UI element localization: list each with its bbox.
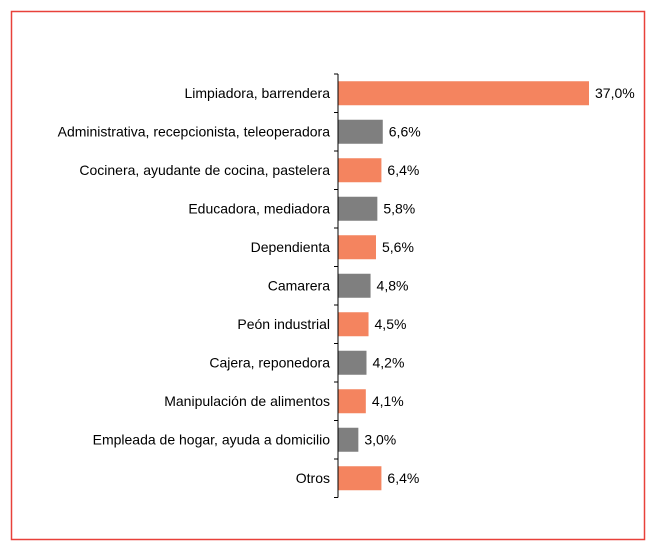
bar	[338, 196, 378, 221]
bar	[338, 81, 589, 106]
bar	[338, 389, 366, 414]
category-label: Empleada de hogar, ayuda a domicilio	[93, 431, 331, 447]
bar	[338, 466, 382, 491]
bar	[338, 312, 369, 337]
value-label: 5,6%	[382, 239, 414, 255]
category-label: Dependienta	[251, 239, 331, 255]
category-label: Otros	[296, 470, 330, 486]
value-label: 6,6%	[389, 123, 421, 139]
value-label: 4,5%	[375, 316, 407, 332]
value-label: 4,1%	[372, 393, 404, 409]
category-label: Educadora, mediadora	[188, 200, 330, 216]
bar	[338, 273, 371, 298]
bar	[338, 119, 383, 144]
category-label: Limpiadora, barrendera	[184, 85, 330, 101]
value-label: 6,4%	[387, 470, 419, 486]
category-label: Peón industrial	[237, 316, 330, 332]
bar	[338, 350, 367, 375]
value-label: 37,0%	[595, 85, 635, 101]
value-label: 4,8%	[377, 277, 409, 293]
value-label: 4,2%	[372, 354, 404, 370]
bar	[338, 235, 376, 260]
category-label: Cocinera, ayudante de cocina, pastelera	[79, 162, 330, 178]
value-label: 6,4%	[387, 162, 419, 178]
value-label: 3,0%	[364, 431, 396, 447]
category-label: Cajera, reponedora	[209, 354, 330, 370]
category-label: Manipulación de alimentos	[164, 393, 330, 409]
bar	[338, 158, 382, 183]
category-label: Administrativa, recepcionista, teleopera…	[58, 123, 331, 139]
bar	[338, 427, 359, 452]
value-label: 5,8%	[383, 200, 415, 216]
category-label: Camarera	[268, 277, 330, 293]
